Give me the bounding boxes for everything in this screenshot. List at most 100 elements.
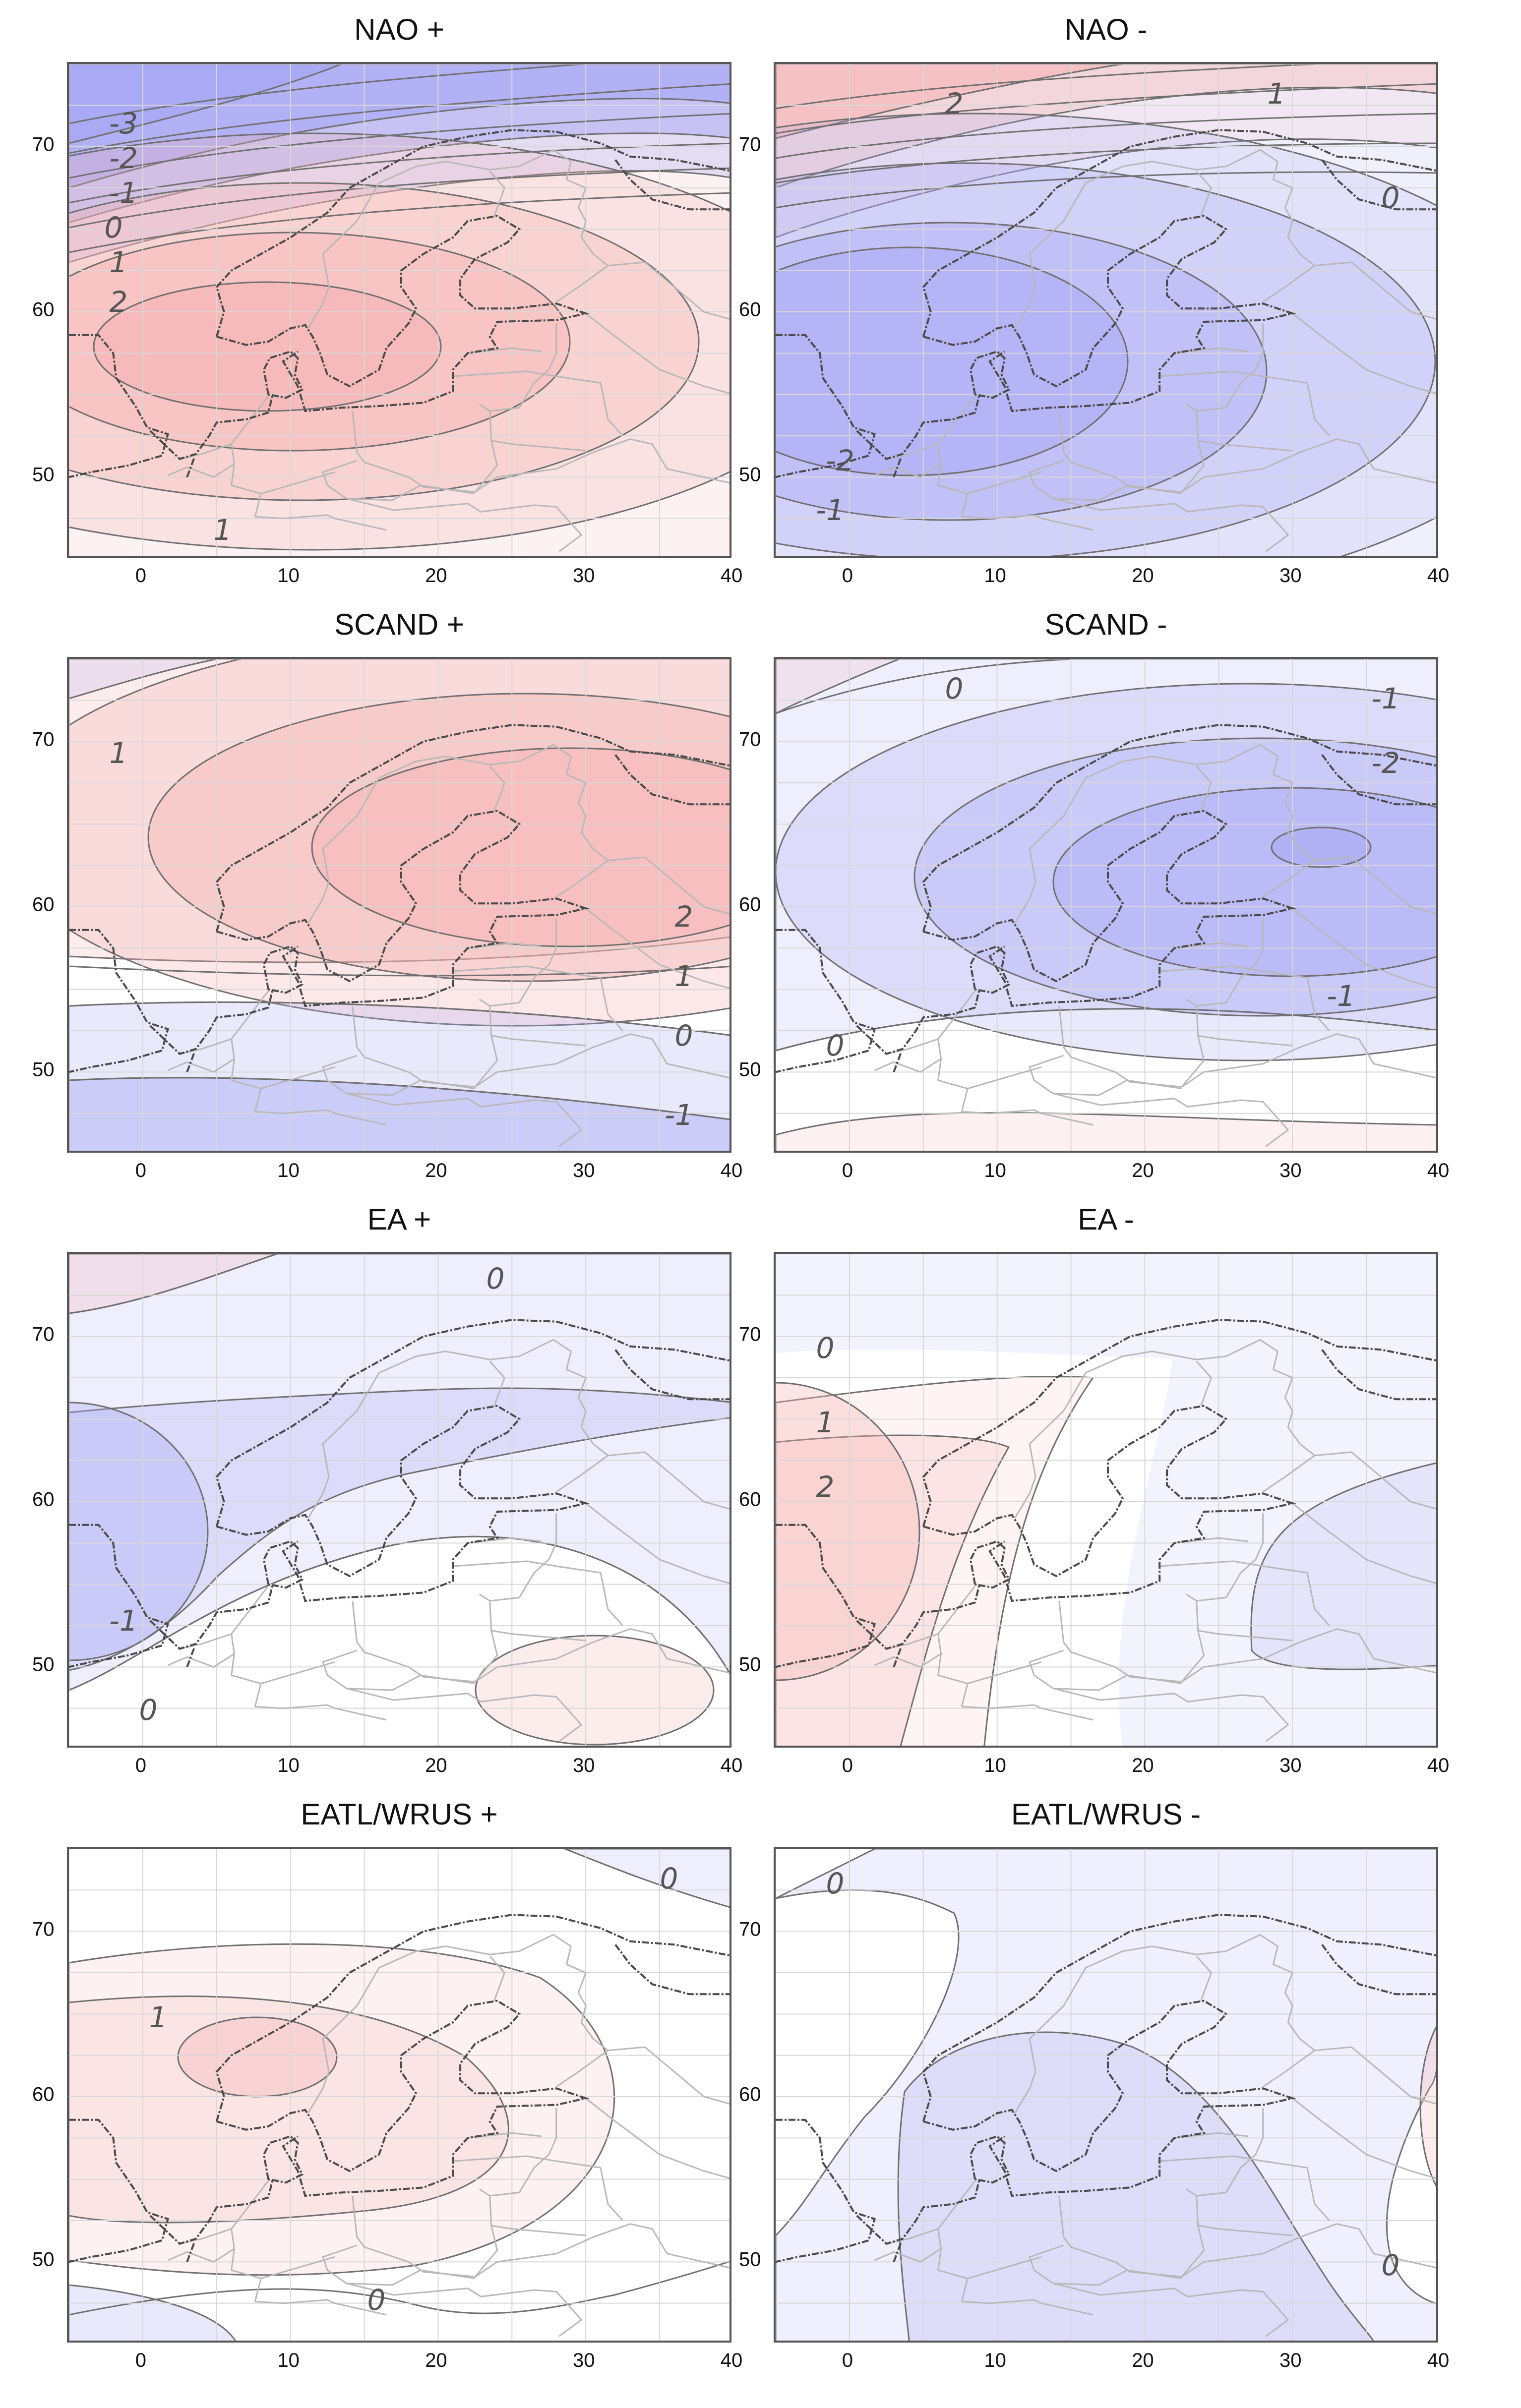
anomaly-contour bbox=[93, 281, 442, 412]
country-border bbox=[467, 2132, 542, 2139]
country-border bbox=[556, 1565, 623, 1627]
panel-title: EATL/WRUS + bbox=[301, 1798, 498, 1831]
x-tick-label: 20 bbox=[425, 565, 447, 587]
coastline bbox=[186, 2241, 195, 2262]
map-frame: 0 1 0 bbox=[67, 1847, 731, 2343]
coastline bbox=[776, 929, 876, 1073]
country-border bbox=[489, 1955, 506, 2001]
anomaly-contour bbox=[776, 1350, 1172, 1746]
country-border bbox=[491, 1035, 586, 1047]
country-border bbox=[1196, 1360, 1213, 1407]
contour-label: 0 bbox=[139, 1693, 158, 1727]
map-frame: 2 1 0 -2 -1 bbox=[774, 62, 1438, 558]
country-border bbox=[475, 1628, 730, 1683]
map-frame: 0 1 2 bbox=[774, 1252, 1438, 1748]
country-border bbox=[489, 765, 506, 812]
isoline bbox=[69, 142, 730, 204]
y-tick-label: 60 bbox=[739, 1488, 761, 1511]
isoline bbox=[776, 1008, 1436, 1052]
coastline bbox=[776, 334, 876, 478]
country-border bbox=[585, 2098, 730, 2179]
coastline bbox=[856, 1584, 980, 1650]
country-border bbox=[475, 1033, 730, 1088]
isoline bbox=[69, 64, 596, 124]
x-tick-label: 20 bbox=[425, 2349, 447, 2371]
country-border bbox=[1196, 765, 1213, 812]
country-border bbox=[453, 1560, 556, 1567]
country-border bbox=[962, 1109, 1094, 1126]
coastline bbox=[263, 1540, 304, 1589]
country-border bbox=[1262, 161, 1316, 303]
country-border bbox=[352, 411, 498, 493]
coastline bbox=[970, 1540, 1011, 1589]
country-border bbox=[1262, 756, 1316, 898]
x-tick-label: 10 bbox=[984, 1755, 1006, 1776]
anomaly-contour bbox=[475, 1635, 715, 1746]
contour-label: 2 bbox=[675, 900, 693, 934]
country-border bbox=[874, 1058, 942, 1073]
country-border bbox=[491, 440, 586, 452]
x-tick-label: 0 bbox=[842, 1755, 853, 1776]
country-border bbox=[1152, 1339, 1278, 1360]
country-border bbox=[556, 970, 623, 1032]
country-border bbox=[967, 1661, 1042, 1685]
country-border bbox=[608, 1451, 730, 1510]
panel-title: EATL/WRUS - bbox=[1011, 1798, 1201, 1831]
country-border bbox=[1185, 1513, 1264, 1602]
country-border bbox=[1152, 149, 1278, 171]
coastline bbox=[263, 2135, 304, 2184]
country-border bbox=[967, 2256, 1042, 2280]
coastline bbox=[856, 394, 980, 460]
map-frame: -3 -2 -1 0 1 2 1 bbox=[67, 62, 731, 558]
country-border bbox=[1181, 1033, 1436, 1088]
coastline bbox=[1321, 754, 1436, 806]
country-border bbox=[1053, 498, 1289, 552]
map-frame: 1 2 1 0 -1 bbox=[67, 657, 731, 1153]
x-tick-label: 0 bbox=[842, 565, 853, 587]
anomaly-contour bbox=[311, 747, 730, 947]
coastline bbox=[923, 810, 1296, 1007]
x-tick-label: 30 bbox=[1279, 565, 1302, 587]
coastline bbox=[69, 1524, 169, 1668]
x-tick-label: 30 bbox=[572, 565, 595, 587]
country-border bbox=[307, 756, 446, 924]
country-border bbox=[167, 1058, 235, 1073]
y-tick-label: 50 bbox=[739, 1653, 761, 1676]
coastline bbox=[149, 989, 274, 1055]
country-border bbox=[1314, 1451, 1436, 1510]
x-tick-label: 30 bbox=[572, 1160, 595, 1181]
anomaly-contour bbox=[776, 1849, 1436, 2341]
y-tick-label: 70 bbox=[32, 728, 55, 751]
country-border bbox=[1053, 2283, 1289, 2337]
country-border bbox=[1058, 1005, 1205, 1088]
coastline bbox=[923, 1999, 1296, 2197]
y-tick-label: 60 bbox=[32, 298, 55, 321]
country-border bbox=[1159, 1560, 1263, 1567]
country-border bbox=[260, 471, 335, 495]
country-border bbox=[322, 1055, 476, 1096]
y-tick-label: 50 bbox=[739, 1058, 761, 1081]
contour-label: 2 bbox=[816, 1470, 835, 1504]
country-border bbox=[1014, 161, 1153, 329]
contour-label: -2 bbox=[1371, 746, 1400, 780]
country-border bbox=[453, 965, 556, 972]
coastline bbox=[216, 215, 590, 412]
country-border bbox=[260, 2256, 335, 2280]
country-border bbox=[1196, 1955, 1213, 2001]
panel-title: EA + bbox=[367, 1203, 431, 1236]
x-tick-label: 20 bbox=[1132, 2349, 1154, 2371]
coastline bbox=[893, 1646, 902, 1667]
y-tick-label: 50 bbox=[32, 1058, 55, 1081]
country-border bbox=[1198, 1630, 1293, 1642]
coastline bbox=[186, 1646, 195, 1667]
contour-label: 0 bbox=[1382, 2248, 1400, 2282]
country-border bbox=[585, 908, 730, 990]
y-tick-label: 50 bbox=[739, 464, 761, 486]
contour-label: 0 bbox=[105, 211, 123, 244]
y-tick-label: 60 bbox=[32, 2083, 55, 2106]
country-border bbox=[491, 1630, 586, 1642]
coastline bbox=[263, 945, 304, 994]
anomaly-contour bbox=[69, 659, 218, 700]
contour-label: -1 bbox=[109, 176, 138, 210]
